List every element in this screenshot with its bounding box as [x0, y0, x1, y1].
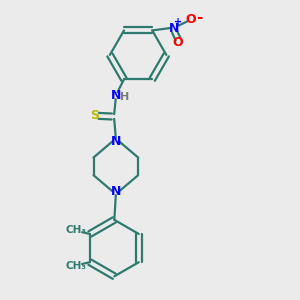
Text: N: N	[110, 89, 121, 102]
Text: N: N	[111, 135, 121, 148]
Text: O: O	[186, 13, 196, 26]
Text: -: -	[196, 11, 202, 26]
Text: CH₃: CH₃	[65, 261, 86, 271]
Text: S: S	[90, 110, 99, 122]
Text: H: H	[120, 92, 129, 102]
Text: CH₃: CH₃	[65, 225, 86, 236]
Text: O: O	[173, 36, 183, 49]
Text: N: N	[111, 185, 121, 198]
Text: N: N	[169, 22, 180, 34]
Text: +: +	[174, 16, 182, 26]
